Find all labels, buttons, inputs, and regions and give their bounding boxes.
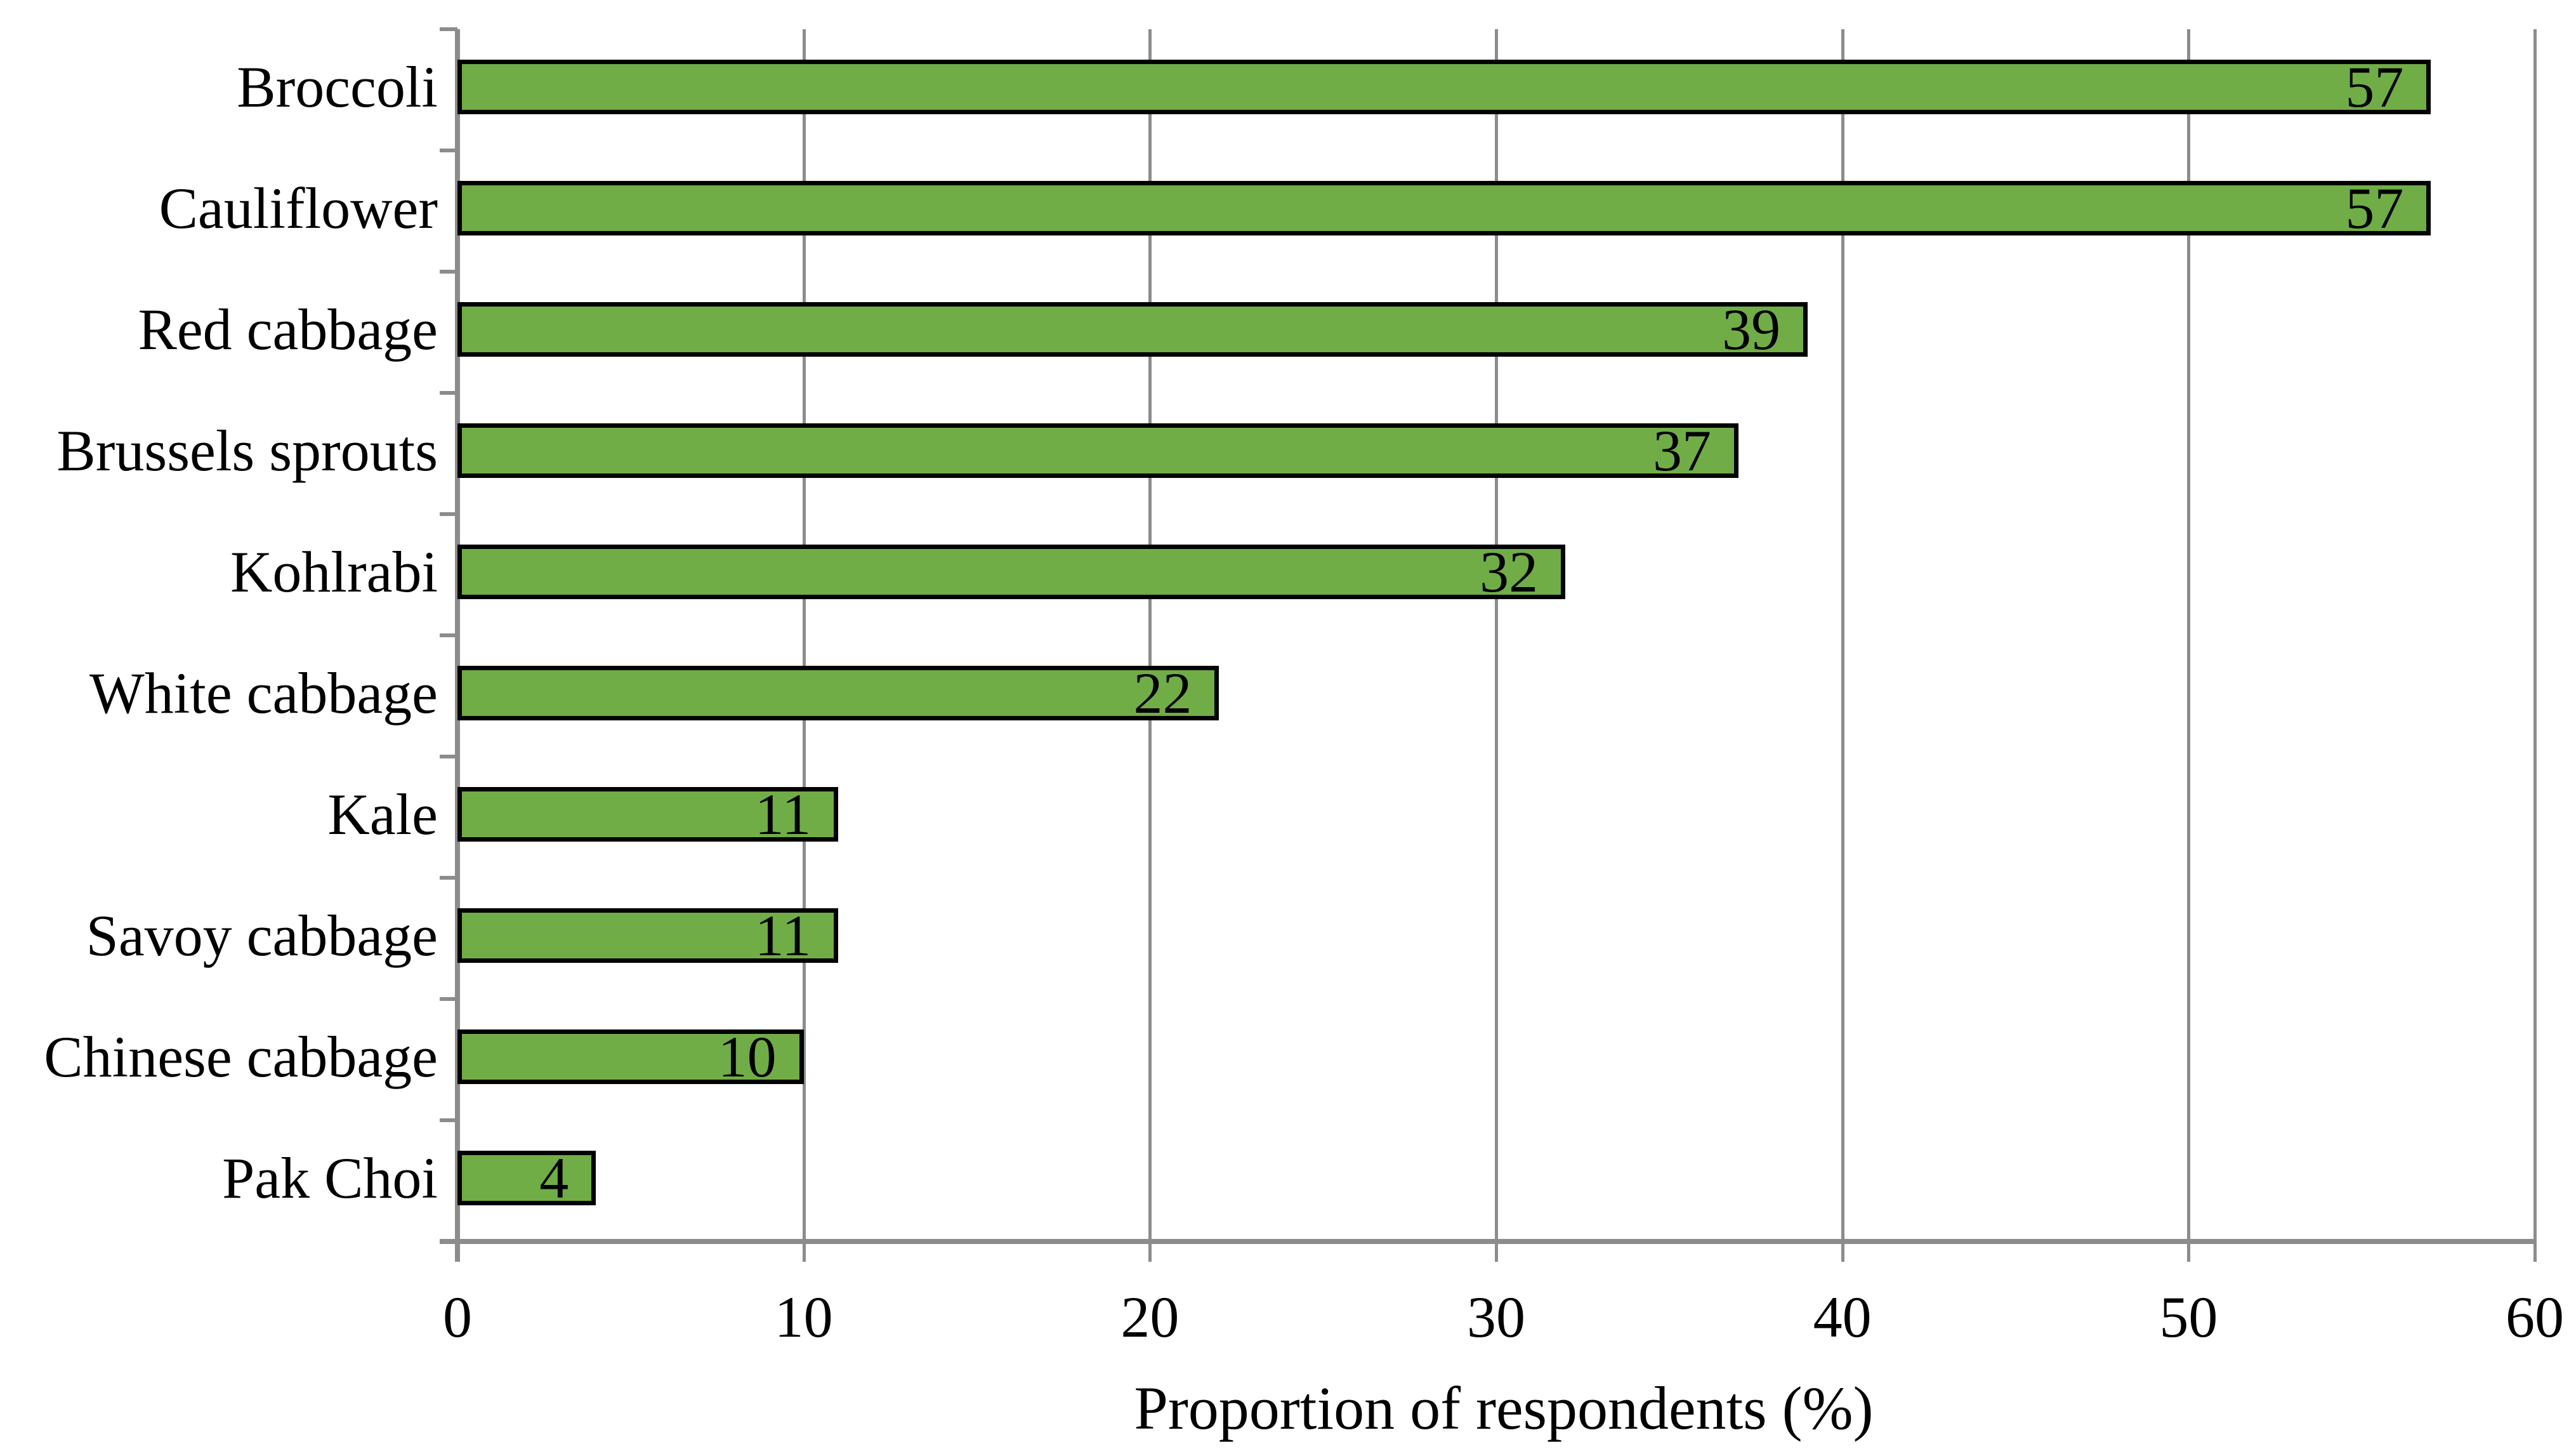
bar-value-label: 4 (539, 1146, 569, 1210)
gridline (1495, 29, 1498, 1241)
x-tick-mark (2187, 1241, 2191, 1262)
bar-value-label: 57 (2345, 55, 2404, 119)
y-tick-mark (440, 27, 457, 31)
bar-value-label: 10 (718, 1024, 777, 1089)
x-tick-label: 50 (2159, 1285, 2218, 1349)
gridline (2533, 29, 2537, 1241)
y-tick-mark (440, 633, 457, 637)
category-label: Cauliflower (159, 176, 438, 241)
bar: 10 (457, 1024, 804, 1089)
y-tick-mark (440, 391, 457, 395)
x-tick-mark (802, 1241, 806, 1262)
bar: 22 (457, 661, 1219, 725)
gridline (2187, 29, 2191, 1241)
x-tick-label: 40 (1813, 1285, 1872, 1349)
category-label: Kohlrabi (230, 539, 438, 604)
category-label: Brussels sprouts (56, 418, 438, 483)
x-tick-mark (1148, 1241, 1152, 1262)
y-tick-mark (440, 1118, 457, 1122)
gridline (1841, 29, 1844, 1241)
x-tick-label: 10 (774, 1285, 833, 1349)
category-label: Savoy cabbage (86, 903, 438, 968)
y-tick-mark (440, 512, 457, 516)
category-label: Broccoli (237, 55, 438, 119)
category-label: Chinese cabbage (44, 1024, 438, 1089)
bar: 57 (457, 176, 2431, 241)
category-label: White cabbage (89, 661, 438, 725)
y-tick-mark (440, 149, 457, 152)
bar: 4 (457, 1146, 596, 1210)
bar: 11 (457, 903, 839, 968)
bar: 32 (457, 539, 1566, 604)
bar: 57 (457, 55, 2431, 119)
bar-value-label: 57 (2345, 176, 2404, 241)
bar: 37 (457, 418, 1738, 483)
bar-value-label: 22 (1133, 661, 1192, 725)
category-label: Pak Choi (222, 1146, 438, 1210)
x-axis-title: Proportion of respondents (%) (1134, 1373, 1874, 1442)
bar-value-label: 39 (1722, 297, 1781, 362)
bar-value-label: 11 (754, 903, 812, 968)
y-tick-mark (440, 270, 457, 274)
y-axis-line (455, 29, 460, 1262)
bar: 11 (457, 782, 839, 847)
x-tick-mark (1495, 1241, 1498, 1262)
y-tick-mark (440, 997, 457, 1001)
category-label: Red cabbage (138, 297, 438, 362)
bar-value-label: 37 (1652, 418, 1711, 483)
y-tick-mark (440, 755, 457, 758)
bar: 39 (457, 297, 1808, 362)
x-tick-label: 20 (1120, 1285, 1180, 1349)
bar-value-label: 32 (1480, 539, 1539, 604)
category-label: Kale (327, 782, 438, 847)
x-tick-label: 0 (443, 1285, 472, 1349)
x-tick-mark (1841, 1241, 1844, 1262)
x-tick-label: 60 (2506, 1285, 2565, 1349)
gridline (1148, 29, 1152, 1241)
x-tick-label: 30 (1467, 1285, 1525, 1349)
gridline (802, 29, 806, 1241)
x-tick-mark (2533, 1241, 2537, 1262)
x-axis-line (440, 1239, 2537, 1244)
bar-value-label: 11 (754, 782, 812, 847)
y-tick-mark (440, 876, 457, 880)
